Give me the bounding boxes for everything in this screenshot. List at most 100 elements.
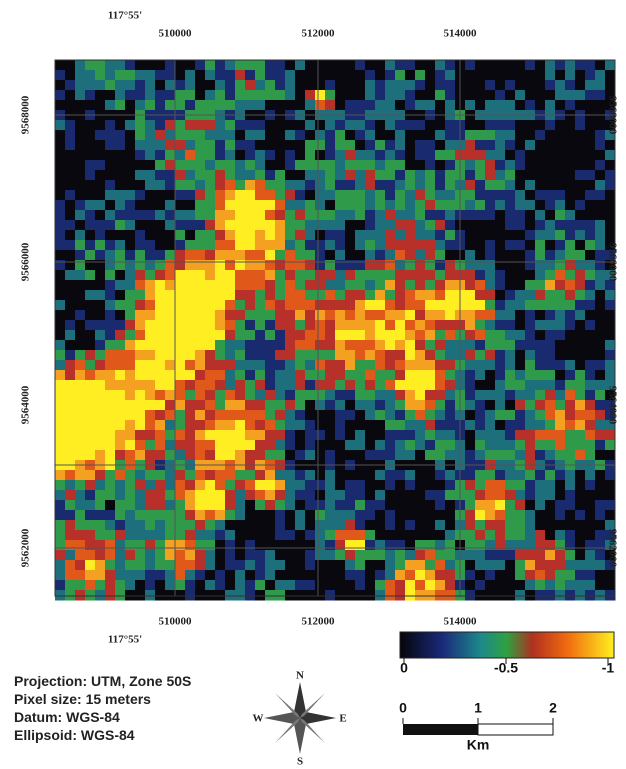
raster-cell	[255, 570, 266, 581]
raster-cell	[535, 440, 546, 451]
raster-cell	[135, 290, 146, 301]
raster-cell	[505, 510, 516, 521]
raster-cell	[295, 420, 306, 431]
raster-cell	[285, 470, 296, 481]
raster-cell	[55, 350, 66, 361]
raster-cell	[185, 420, 196, 431]
raster-cell	[405, 430, 416, 441]
raster-cell	[75, 520, 86, 531]
raster-cell	[585, 510, 596, 521]
raster-cell	[245, 550, 256, 561]
raster-cell	[255, 560, 266, 571]
raster-cell	[235, 280, 246, 291]
raster-cell	[565, 130, 576, 141]
raster-cell	[115, 200, 126, 211]
raster-cell	[115, 330, 126, 341]
raster-cell	[175, 280, 186, 291]
raster-cell	[155, 160, 166, 171]
raster-cell	[445, 440, 456, 451]
raster-cell	[545, 130, 556, 141]
raster-cell	[605, 180, 616, 191]
raster-cell	[515, 550, 526, 561]
raster-cell	[85, 160, 96, 171]
raster-cell	[525, 500, 536, 511]
raster-cell	[265, 300, 276, 311]
raster-cell	[355, 180, 366, 191]
raster-cell	[255, 490, 266, 501]
raster-cell	[585, 430, 596, 441]
raster-cell	[105, 450, 116, 461]
raster-cell	[525, 180, 536, 191]
raster-cell	[235, 230, 246, 241]
raster-cell	[525, 310, 536, 321]
raster-cell	[415, 320, 426, 331]
raster-cell	[265, 120, 276, 131]
raster-cell	[435, 130, 446, 141]
raster-cell	[575, 100, 586, 111]
raster-cell	[215, 270, 226, 281]
raster-cell	[525, 350, 536, 361]
raster-cell	[235, 360, 246, 371]
compass-label: E	[339, 713, 346, 725]
raster-cell	[115, 370, 126, 381]
raster-cell	[495, 410, 506, 421]
raster-cell	[215, 140, 226, 151]
raster-cell	[205, 530, 216, 541]
raster-cell	[575, 520, 586, 531]
raster-cell	[135, 280, 146, 291]
raster-cell	[275, 230, 286, 241]
raster-cell	[555, 270, 566, 281]
raster-cell	[425, 570, 436, 581]
raster-cell	[375, 310, 386, 321]
raster-cell	[485, 70, 496, 81]
raster-cell	[595, 530, 606, 541]
raster-cell	[105, 360, 116, 371]
raster-cell	[305, 230, 316, 241]
raster-cell	[475, 500, 486, 511]
raster-cell	[435, 60, 446, 71]
raster-cell	[495, 560, 506, 571]
raster-cell	[575, 310, 586, 321]
raster-cell	[285, 480, 296, 491]
raster-cell	[95, 140, 106, 151]
raster-cell	[405, 370, 416, 381]
raster-cell	[405, 180, 416, 191]
raster-cell	[135, 560, 146, 571]
raster-cell	[485, 360, 496, 371]
raster-cell	[125, 270, 136, 281]
raster-cell	[525, 220, 536, 231]
raster-cell	[475, 350, 486, 361]
raster-cell	[445, 310, 456, 321]
raster-cell	[575, 530, 586, 541]
raster-cell	[605, 500, 616, 511]
raster-cell	[495, 120, 506, 131]
raster-cell	[155, 170, 166, 181]
raster-cell	[425, 140, 436, 151]
raster-cell	[245, 120, 256, 131]
raster-cell	[385, 550, 396, 561]
raster-cell	[275, 590, 286, 601]
raster-cell	[425, 100, 436, 111]
raster-cell	[295, 490, 306, 501]
raster-cell	[285, 390, 296, 401]
raster-cell	[125, 410, 136, 421]
raster-cell	[385, 430, 396, 441]
raster-cell	[75, 350, 86, 361]
raster-cell	[285, 60, 296, 71]
raster-cell	[495, 470, 506, 481]
raster-cell	[555, 470, 566, 481]
raster-cell	[265, 470, 276, 481]
raster-cell	[105, 540, 116, 551]
raster-cell	[405, 300, 416, 311]
raster-cell	[165, 60, 176, 71]
raster-cell	[125, 90, 136, 101]
raster-cell	[275, 140, 286, 151]
raster-cell	[435, 370, 446, 381]
raster-cell	[305, 410, 316, 421]
raster-cell	[395, 450, 406, 461]
raster-cell	[465, 130, 476, 141]
raster-cell	[495, 60, 506, 71]
raster-cell	[275, 530, 286, 541]
raster-cell	[285, 320, 296, 331]
raster-cell	[245, 580, 256, 591]
